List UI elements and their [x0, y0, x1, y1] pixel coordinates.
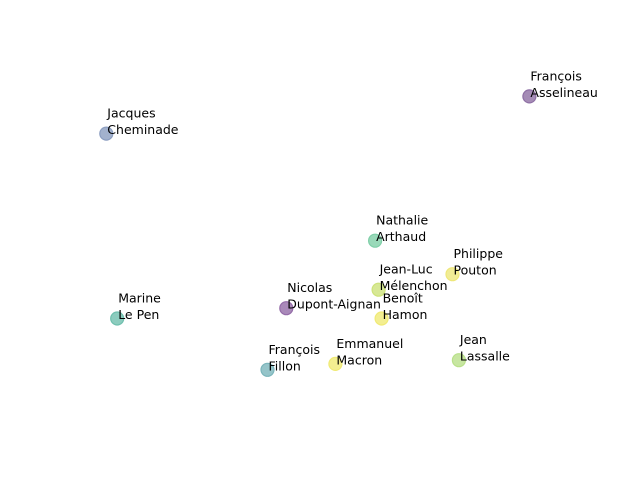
point-label-line2: Lassalle: [460, 349, 510, 364]
scatter-point: [99, 126, 114, 141]
point-label-line2: Fillon: [269, 358, 301, 373]
scatter-point: [522, 89, 537, 104]
scatter-point: [110, 311, 125, 326]
point-label-line2: Pouton: [454, 263, 497, 278]
scatter-point: [451, 353, 466, 368]
point-label-line2: Cheminade: [107, 122, 179, 137]
scatter-point: [260, 362, 275, 377]
point-label-line1: Nicolas: [287, 280, 332, 295]
point-label-line1: Jean-Luc: [379, 262, 433, 277]
point-label-line2: Arthaud: [376, 229, 426, 244]
scatter-point: [371, 282, 386, 297]
point-label-line1: Nathalie: [376, 213, 428, 228]
point-label-line2: Macron: [336, 352, 382, 367]
point-label-line2: Dupont-Aignan: [287, 297, 381, 312]
scatter-point: [279, 301, 294, 316]
scatter-point: [328, 356, 343, 371]
point-label-line2: Le Pen: [118, 307, 159, 322]
point-label-line1: Jean: [459, 332, 487, 347]
point-label-line1: Marine: [118, 291, 161, 306]
point-label-line1: Benoît: [383, 291, 423, 306]
scatter-point: [368, 233, 383, 248]
scatter-point: [445, 267, 460, 282]
point-label-line1: Philippe: [454, 246, 504, 261]
point-label-line1: Emmanuel: [336, 336, 403, 351]
point-label-line1: François: [269, 342, 321, 357]
point-label-line2: Mélenchon: [380, 278, 448, 293]
scatter-point: [374, 311, 389, 326]
point-label-line1: Jacques: [106, 106, 155, 121]
point-label-line2: Hamon: [383, 307, 428, 322]
point-label-line2: Asselineau: [530, 85, 597, 100]
point-label-line1: François: [530, 68, 582, 83]
